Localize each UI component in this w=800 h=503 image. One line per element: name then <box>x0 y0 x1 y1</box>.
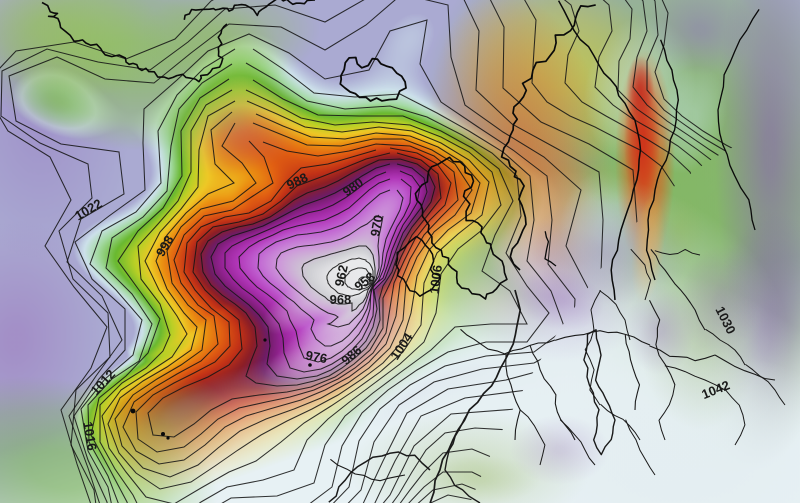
svg-text:988: 988 <box>284 170 310 193</box>
svg-text:1004: 1004 <box>387 329 416 362</box>
svg-text:1042: 1042 <box>699 377 731 402</box>
svg-text:970: 970 <box>367 214 386 238</box>
svg-text:1022: 1022 <box>72 196 105 224</box>
svg-text:998: 998 <box>153 233 177 259</box>
svg-text:1016: 1016 <box>80 421 100 452</box>
svg-text:1030: 1030 <box>712 304 738 337</box>
svg-text:976: 976 <box>304 348 328 367</box>
svg-text:968: 968 <box>330 292 352 307</box>
